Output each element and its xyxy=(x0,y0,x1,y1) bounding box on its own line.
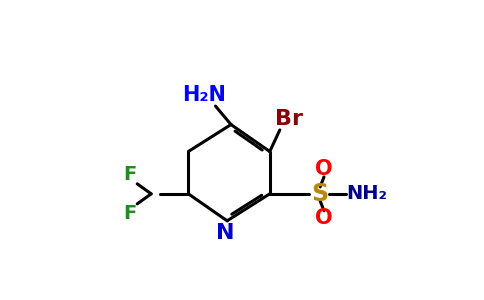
Text: NH₂: NH₂ xyxy=(346,184,387,203)
Text: H₂N: H₂N xyxy=(182,85,226,105)
Text: F: F xyxy=(123,204,136,223)
Text: N: N xyxy=(216,223,235,243)
Text: F: F xyxy=(123,165,136,184)
Text: O: O xyxy=(315,208,333,229)
Text: Br: Br xyxy=(275,109,303,129)
Text: O: O xyxy=(315,159,333,179)
Text: S: S xyxy=(312,182,329,206)
